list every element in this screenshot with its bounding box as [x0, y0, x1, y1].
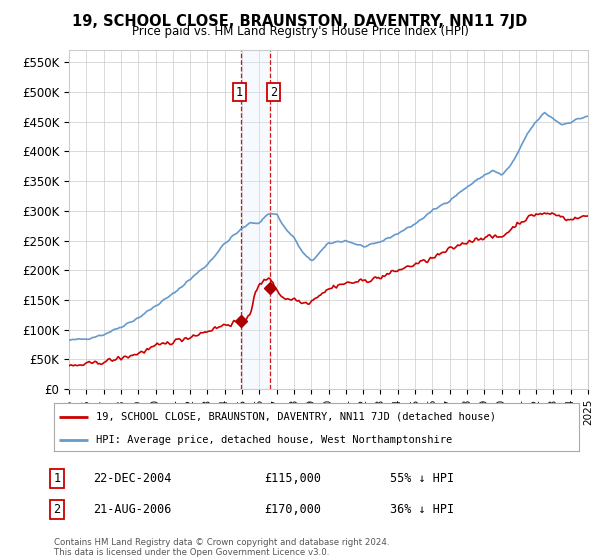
Text: 21-AUG-2006: 21-AUG-2006 [93, 503, 172, 516]
Text: £115,000: £115,000 [264, 472, 321, 486]
Text: £170,000: £170,000 [264, 503, 321, 516]
Text: 55% ↓ HPI: 55% ↓ HPI [390, 472, 454, 486]
Text: 1: 1 [53, 472, 61, 486]
Text: 19, SCHOOL CLOSE, BRAUNSTON, DAVENTRY, NN11 7JD (detached house): 19, SCHOOL CLOSE, BRAUNSTON, DAVENTRY, N… [96, 412, 496, 422]
Text: HPI: Average price, detached house, West Northamptonshire: HPI: Average price, detached house, West… [96, 435, 452, 445]
Bar [241, 50, 270, 389]
Text: 22-DEC-2004: 22-DEC-2004 [93, 472, 172, 486]
Text: 19, SCHOOL CLOSE, BRAUNSTON, DAVENTRY, NN11 7JD: 19, SCHOOL CLOSE, BRAUNSTON, DAVENTRY, N… [73, 14, 527, 29]
Text: Price paid vs. HM Land Registry's House Price Index (HPI): Price paid vs. HM Land Registry's House … [131, 25, 469, 38]
Text: 2: 2 [270, 86, 277, 99]
Text: 36% ↓ HPI: 36% ↓ HPI [390, 503, 454, 516]
Text: 1: 1 [236, 86, 243, 99]
Text: 2: 2 [53, 503, 61, 516]
Text: Contains HM Land Registry data © Crown copyright and database right 2024.
This d: Contains HM Land Registry data © Crown c… [54, 538, 389, 557]
